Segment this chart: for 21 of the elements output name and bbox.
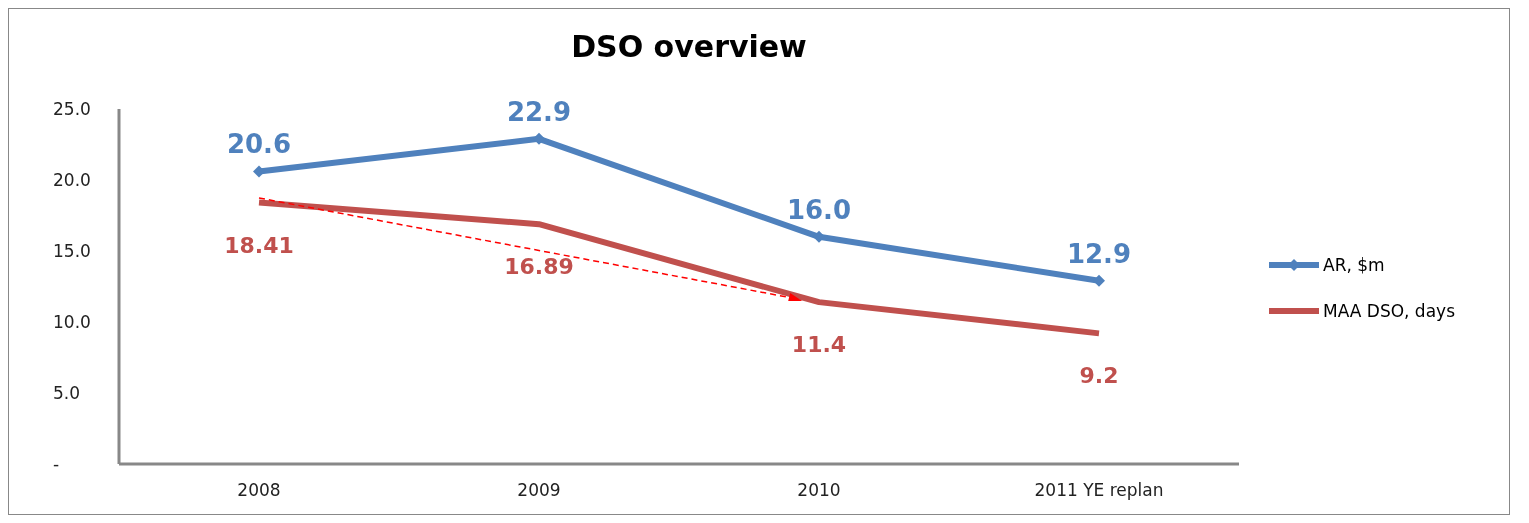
data-label: 16.89	[504, 254, 574, 280]
legend-label: MAA DSO, days	[1323, 300, 1455, 321]
legend-label: AR, $m	[1323, 254, 1385, 275]
data-label: 18.41	[224, 232, 294, 258]
data-label: 22.9	[506, 96, 572, 127]
data-label: 12.9	[1066, 238, 1132, 269]
chart-title: DSO overview	[570, 29, 808, 64]
x-tick-label: 2009	[517, 480, 561, 501]
data-label: 20.6	[226, 129, 292, 160]
data-label: 11.4	[791, 332, 847, 358]
y-tick-label: 25.0	[53, 99, 91, 120]
x-tick-label: 2010	[797, 480, 841, 501]
y-tick-label: 20.0	[53, 170, 91, 191]
data-label: 9.2	[1079, 363, 1119, 389]
y-tick-label: -	[53, 454, 60, 475]
x-tick-label: 2011 YE replan	[1034, 480, 1164, 501]
x-tick-label: 2008	[237, 480, 281, 501]
data-label: 16.0	[786, 194, 852, 225]
y-tick-label: 5.0	[53, 383, 81, 404]
y-tick-label: 15.0	[53, 241, 91, 262]
y-tick-label: 10.0	[53, 312, 91, 333]
